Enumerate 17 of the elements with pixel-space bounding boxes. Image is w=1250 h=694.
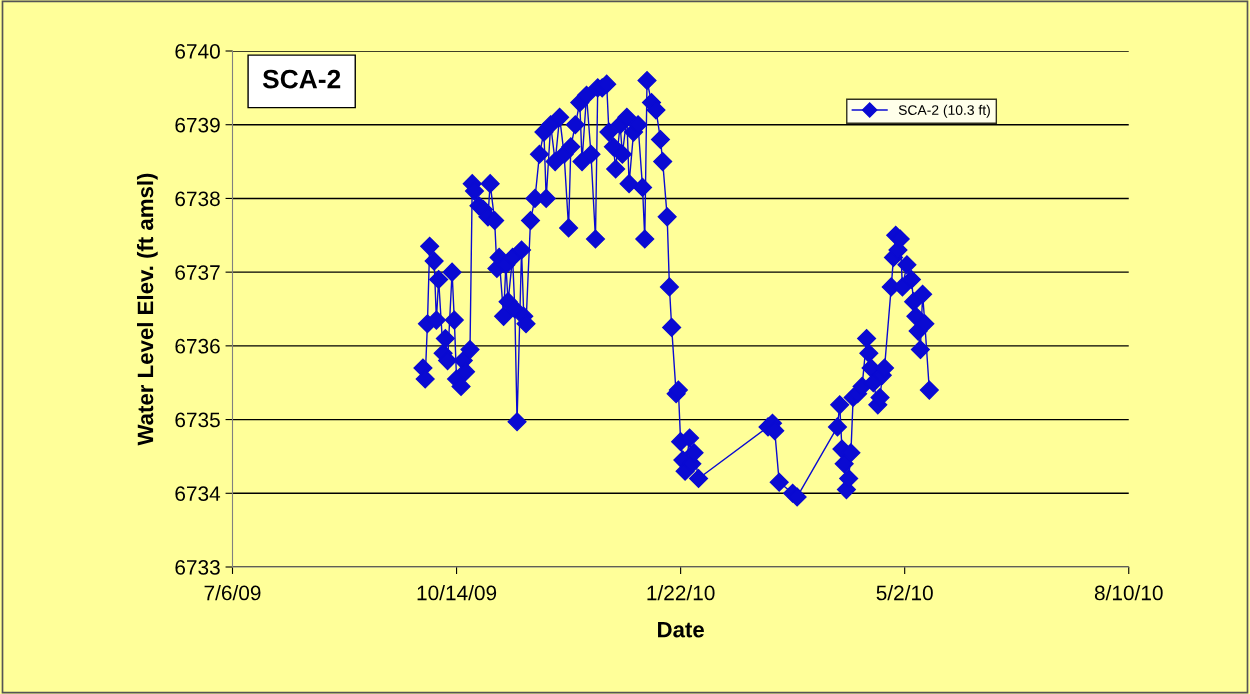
text: SCA-2 — [262, 69, 341, 89]
x-tick-label: 8/10/10 — [1094, 585, 1163, 601]
x-axis-title: Date — [658, 621, 704, 638]
y-tick-label: 6733 — [175, 560, 220, 575]
y-tick-label: 6738 — [175, 191, 220, 207]
x-tick-label: 1/22/10 — [647, 585, 715, 601]
y-tick-label: 6736 — [175, 338, 220, 354]
y-tick-label: 6735 — [175, 412, 220, 428]
x-tick-label: 7/6/09 — [204, 585, 261, 601]
y-tick-label: 6734 — [175, 486, 221, 502]
x-tick-label: 10/14/09 — [417, 585, 497, 601]
y-tick-label: 6739 — [175, 117, 220, 133]
legend-label: SCA-2 (10.3 ft) — [898, 104, 990, 118]
x-tick-label: 5/2/10 — [876, 585, 933, 601]
y-tick-label: 6737 — [175, 265, 220, 280]
y-tick-label: 6740 — [175, 44, 220, 59]
y-axis-title: Water Level Elev. (ft amsl) — [136, 173, 158, 446]
